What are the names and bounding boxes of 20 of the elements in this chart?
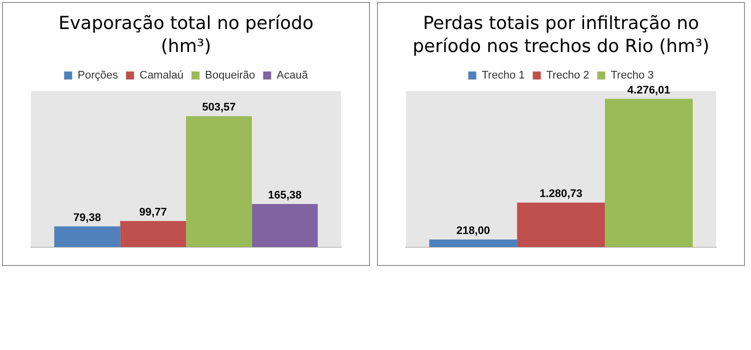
bar <box>252 204 318 247</box>
legend-label: Boqueirão <box>205 70 256 82</box>
data-label: 1.280,73 <box>540 188 582 200</box>
data-label: 218,00 <box>456 224 490 237</box>
data-label: 4.276,01 <box>627 84 670 96</box>
data-label: 99,77 <box>139 206 167 219</box>
chart-title: Evaporação total no período (hm³) <box>58 13 314 58</box>
legend-label: Porções <box>78 70 118 82</box>
bar <box>54 226 120 247</box>
legend-label: Acauã <box>276 70 309 82</box>
data-label: 503,57 <box>202 102 236 114</box>
chart-title: Perdas totais por infiltração no período nos trechos do Rio (hm³) <box>412 13 710 58</box>
data-label: 165,38 <box>268 190 302 202</box>
bar <box>120 221 186 247</box>
legend-label: Trecho 2 <box>546 70 590 82</box>
legend-label: Camalaú <box>139 70 184 82</box>
legend-label: Trecho 1 <box>482 70 525 82</box>
legend-label: Trecho 3 <box>610 70 654 82</box>
bar <box>186 116 252 247</box>
data-label: 79,38 <box>73 212 101 224</box>
